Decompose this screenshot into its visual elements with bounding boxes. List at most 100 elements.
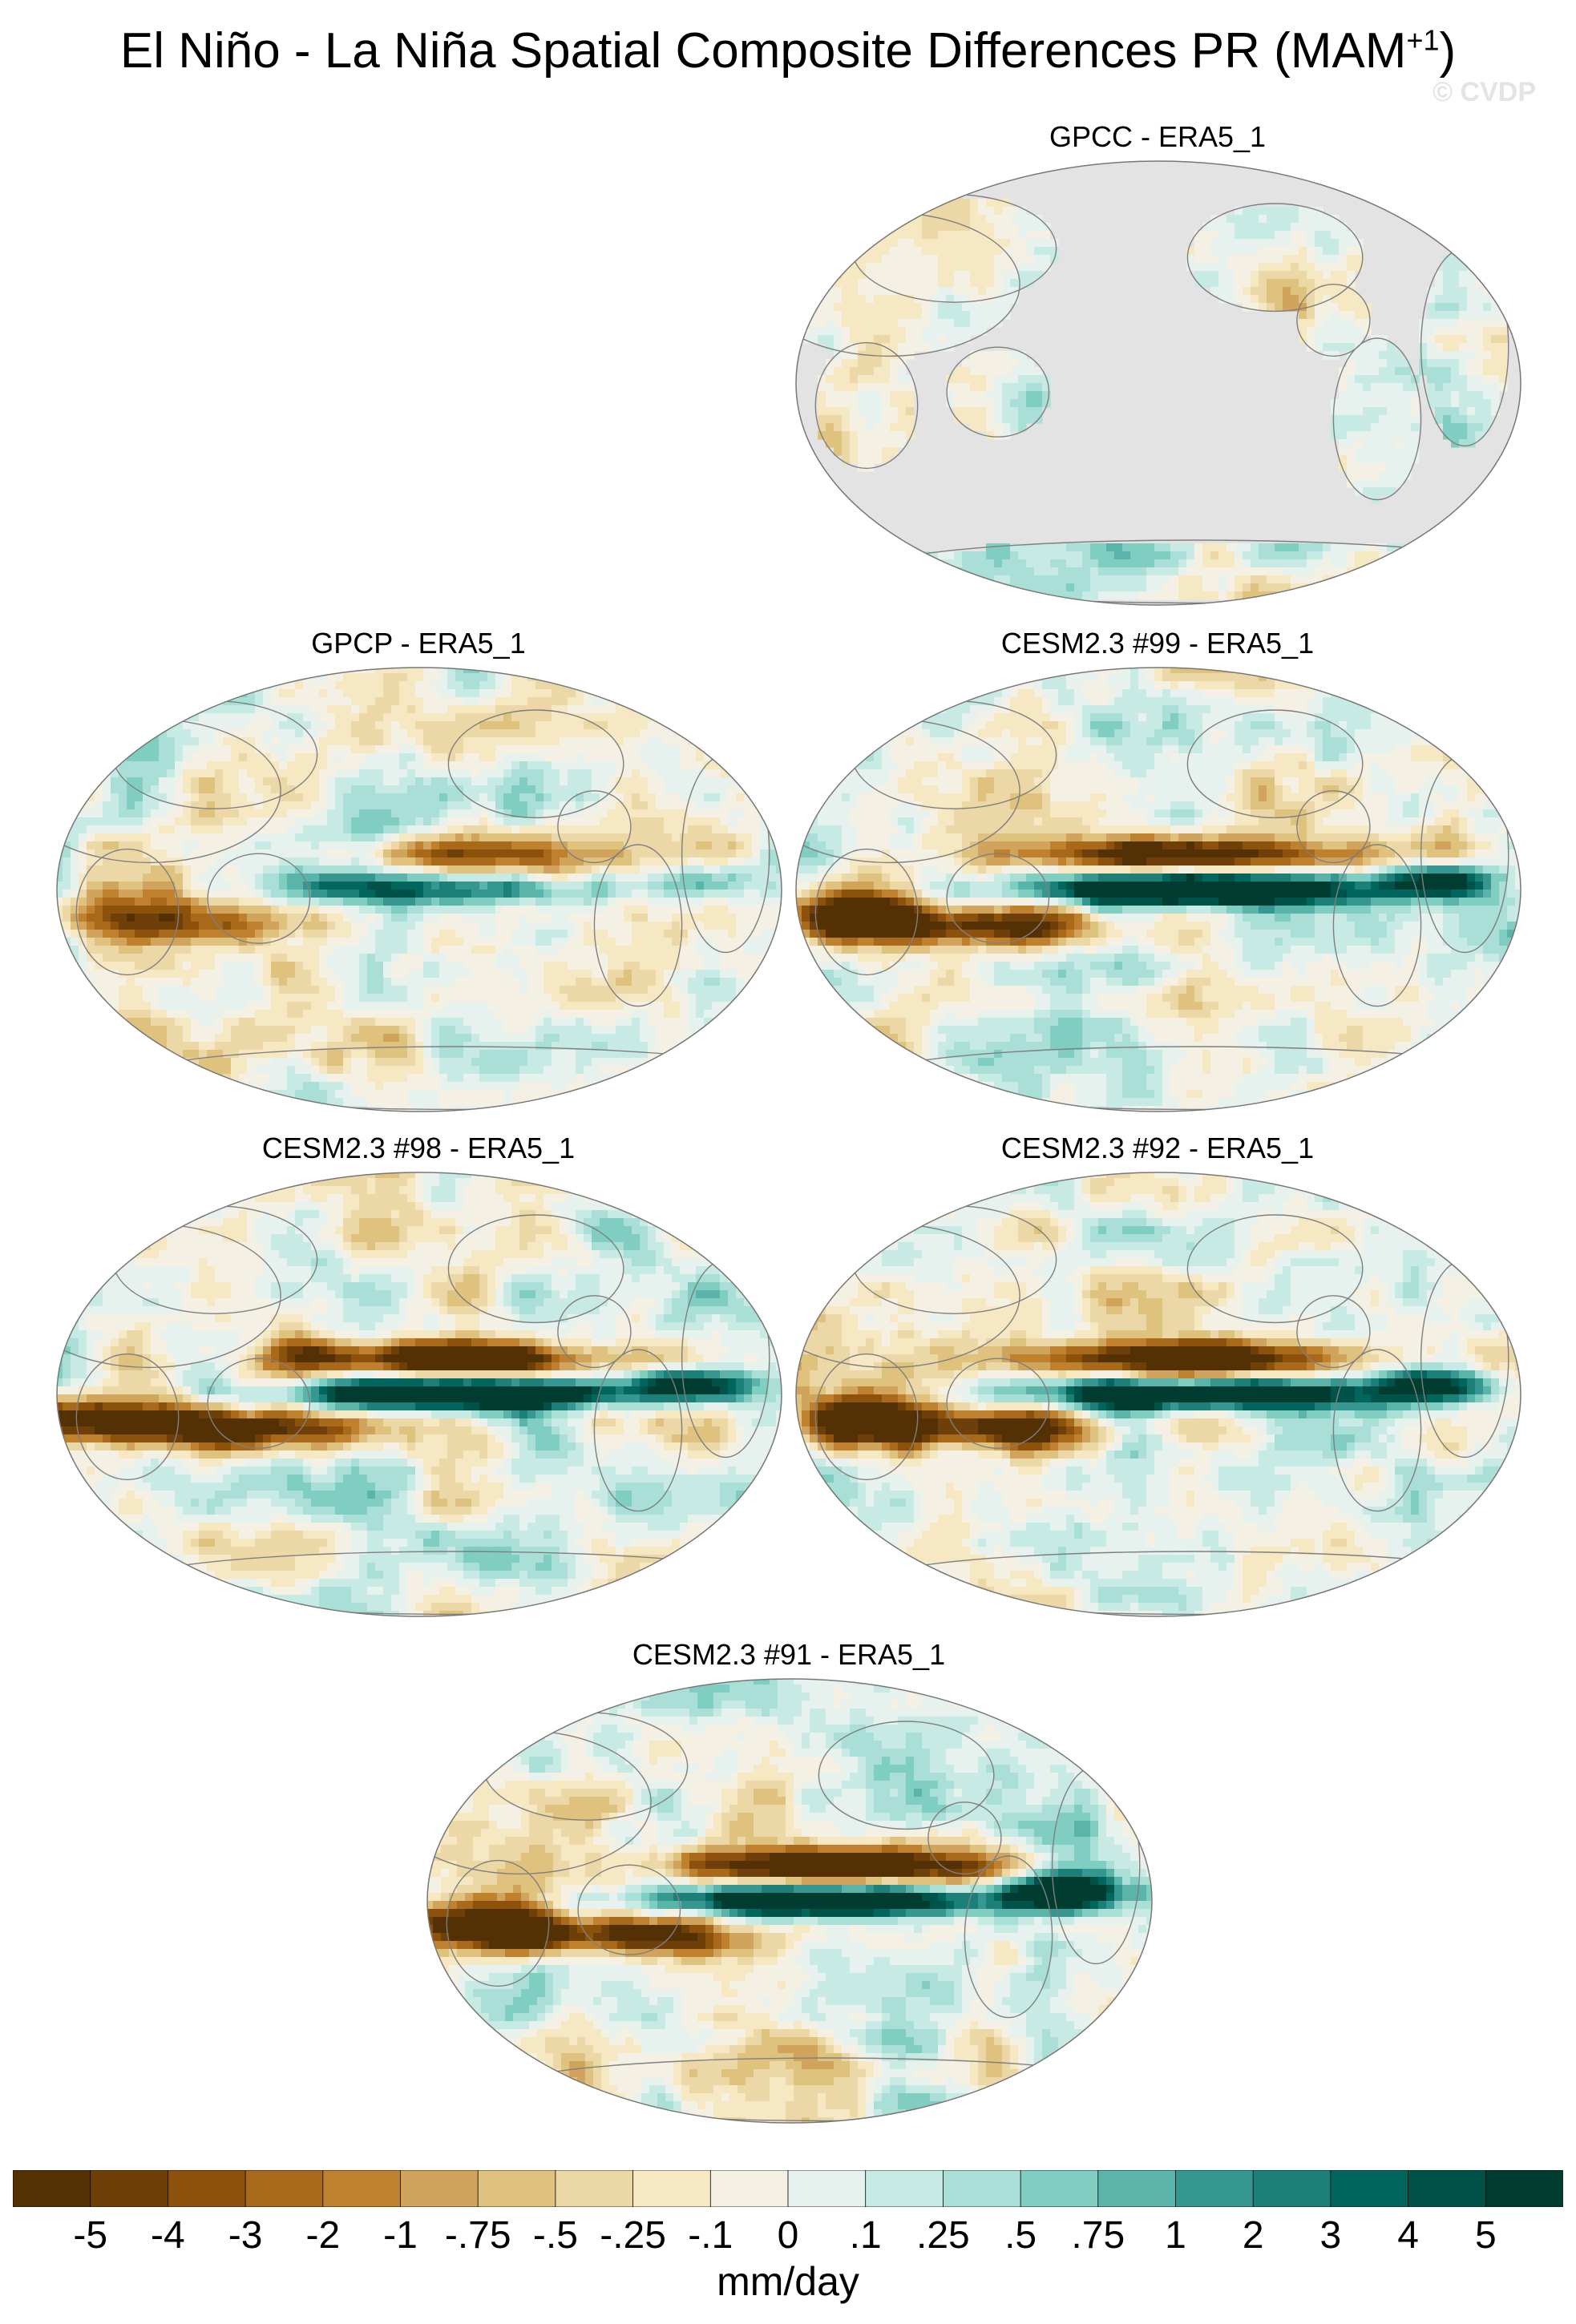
map-cell (1355, 359, 1364, 368)
map-cell (79, 857, 87, 866)
map-cell (552, 713, 560, 722)
map-cell (1283, 575, 1291, 584)
map-cell (914, 287, 923, 296)
map-cell (143, 753, 152, 762)
map-cell (882, 391, 891, 400)
map-cell (728, 681, 737, 690)
map-cell (1226, 223, 1235, 232)
map-cell (1082, 551, 1091, 560)
map-cell (696, 833, 705, 842)
map-cell (95, 841, 103, 850)
figure-title-main: El Niño - La Niña Spatial Composite Diff… (120, 23, 1407, 79)
map-cell (656, 689, 665, 698)
map-cell (391, 668, 400, 674)
map-cell (1475, 399, 1484, 408)
map-cell (151, 761, 160, 770)
map-cell (375, 890, 384, 898)
map-cell (87, 898, 95, 906)
map-cell (103, 841, 111, 850)
map-cell (1459, 295, 1468, 304)
map-cell (279, 793, 288, 802)
map-cell (1154, 575, 1163, 584)
map-cell (57, 681, 63, 690)
map-cell (103, 721, 111, 730)
map-cell (560, 793, 568, 802)
map-cell (664, 793, 673, 802)
map-cell (648, 882, 657, 890)
map-cell (479, 753, 488, 762)
map-cell (343, 906, 352, 914)
map-cell (391, 753, 400, 762)
map-cell (962, 375, 971, 384)
map-cell (239, 833, 248, 842)
map-cell (1251, 271, 1259, 280)
map-cell (874, 383, 883, 392)
map-cell (207, 761, 216, 770)
map-cell (874, 311, 883, 320)
map-cell (648, 825, 657, 834)
map-cell (1218, 591, 1227, 600)
map-cell (327, 817, 336, 826)
map-cell (1315, 551, 1323, 560)
map-cell (1010, 231, 1019, 240)
map-cell (1074, 591, 1083, 600)
map-cell (343, 745, 352, 754)
map-cell (439, 745, 448, 754)
map-cell (1202, 279, 1211, 288)
map-cell (1427, 319, 1436, 328)
map-cell (535, 906, 544, 914)
map-cell (866, 439, 875, 448)
map-cell (503, 833, 512, 842)
map-cell (511, 793, 520, 802)
map-cell (640, 769, 649, 778)
map-cell (1058, 551, 1067, 560)
map-cell (728, 785, 737, 794)
map-cell (1339, 327, 1348, 336)
map-cell (1170, 591, 1179, 600)
map-cell (399, 849, 408, 858)
map-cell (1443, 423, 1452, 432)
map-cell (1347, 471, 1356, 480)
map-cell (938, 295, 947, 304)
map-cell (247, 745, 256, 754)
map-cell (239, 801, 248, 810)
map-cell (311, 745, 320, 754)
map-cell (471, 689, 480, 698)
map-cell (1226, 231, 1235, 240)
map-cell (495, 753, 504, 762)
map-cell (1026, 391, 1035, 400)
map-cell (640, 898, 649, 906)
map-cell (914, 311, 923, 320)
map-cell (1339, 551, 1348, 560)
map-cell (1267, 295, 1275, 304)
map-cell (938, 335, 947, 344)
map-cell (391, 849, 400, 858)
map-cell (1138, 591, 1147, 600)
map-cell (463, 777, 472, 786)
map-cell (802, 231, 810, 240)
map-cell (367, 769, 376, 778)
map-cell (664, 777, 673, 786)
map-cell (471, 697, 480, 706)
map-cell (199, 777, 208, 786)
map-cell (223, 809, 232, 818)
map-cell (744, 777, 753, 786)
map-cell (696, 713, 705, 722)
map-cell (946, 263, 955, 272)
map-cell (215, 914, 224, 922)
map-cell (818, 239, 826, 248)
map-cell (191, 689, 200, 698)
map-cell (938, 551, 947, 560)
map-cell (1403, 391, 1412, 400)
map-cell (994, 415, 1003, 424)
map-cell (527, 914, 536, 922)
map-cell (576, 857, 584, 866)
map-cell (882, 215, 891, 224)
map-cell (71, 882, 79, 890)
map-cell (1050, 559, 1059, 568)
map-cell (640, 705, 649, 714)
map-cell (375, 833, 384, 842)
map-cell (1467, 559, 1476, 568)
map-cell (720, 914, 729, 922)
map-cell (399, 729, 408, 738)
